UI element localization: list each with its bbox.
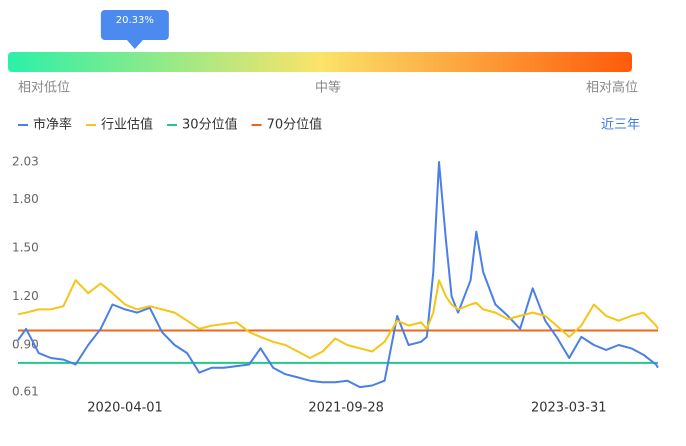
legend-label: 30分位值 (182, 117, 238, 133)
gauge-mid: 中等 (315, 80, 341, 96)
y-tick-label: 2.03 (12, 155, 39, 169)
y-tick-label: 0.61 (12, 385, 39, 399)
legend-label: 70分位值 (267, 117, 323, 133)
legend-label: 市净率 (33, 117, 72, 133)
legend-label: 行业估值 (101, 117, 153, 133)
range-button[interactable]: 近三年 (601, 118, 640, 133)
gauge-low: 相对低位 (18, 81, 70, 96)
gauge-marker (100, 10, 169, 49)
y-tick-label: 1.20 (12, 289, 39, 303)
series-line (17, 279, 659, 359)
gauge-value-label: 20.33% (116, 15, 154, 26)
y-tick-label: 1.50 (12, 240, 39, 254)
x-tick-label: 2021-09-28 (308, 401, 384, 416)
x-tick-label: 2020-04-01 (87, 401, 163, 416)
y-tick-label: 1.80 (12, 192, 39, 206)
series-line (17, 161, 659, 389)
x-tick-label: 2023-03-31 (531, 401, 607, 416)
gauge-high: 相对高位 (586, 80, 638, 96)
gauge-bar (8, 52, 632, 72)
